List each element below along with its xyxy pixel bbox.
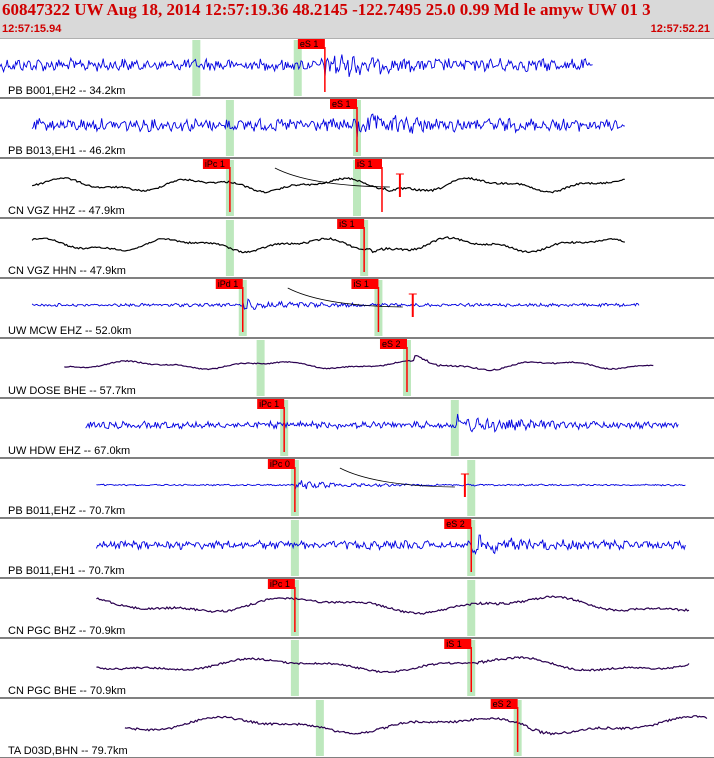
event-title: 60847322 UW Aug 18, 2014 12:57:19.36 48.…	[2, 0, 651, 19]
start-time: 12:57:15.94	[2, 23, 62, 35]
pick-flag[interactable]	[267, 579, 295, 589]
phase-window	[467, 580, 476, 636]
trace-row[interactable]: iPc 1 UW HDW EHZ -- 67.0km	[0, 399, 714, 459]
phase-window	[293, 40, 302, 96]
waveform	[96, 656, 690, 674]
phase-window	[290, 640, 299, 696]
pick-label: eS 2	[446, 519, 465, 529]
pick-label: iS 1	[357, 159, 373, 169]
pick-flag[interactable]	[337, 219, 365, 229]
station-label: TA D03D,BHN -- 79.7km	[8, 745, 128, 757]
trace-row[interactable]: eS 2 PB B011,EH1 -- 70.7km	[0, 519, 714, 579]
seismogram-panel[interactable]: eS 1 PB B001,EH2 -- 34.2km eS 1 PB B013,EH1…	[0, 38, 714, 758]
pick-flag[interactable]	[351, 279, 379, 289]
station-label: UW MCW EHZ -- 52.0km	[8, 325, 131, 337]
phase-window	[450, 400, 459, 456]
pick-label: iPc 1	[259, 399, 279, 409]
trace-row[interactable]: iPc 1 CN PGC BHZ -- 70.9km	[0, 579, 714, 639]
waveform	[0, 54, 593, 77]
pick-label: iPc 0	[270, 459, 290, 469]
pick-flag[interactable]	[202, 159, 230, 169]
pick-flag[interactable]	[330, 99, 357, 109]
station-label: PB B011,EH1 -- 70.7km	[8, 565, 125, 577]
waveform	[124, 715, 708, 736]
station-label: PB B001,EH2 -- 34.2km	[8, 85, 125, 97]
phase-window	[353, 160, 361, 216]
pick-flag[interactable]	[444, 519, 472, 529]
waveform	[85, 413, 679, 433]
pick-flag[interactable]	[215, 279, 243, 289]
trace-row[interactable]: iPc 1 iS 1 CN VGZ HHZ -- 47.9km	[0, 159, 714, 219]
pick-label: iS 1	[446, 639, 462, 649]
pick-flag[interactable]	[490, 699, 518, 709]
pick-flag[interactable]	[297, 39, 325, 49]
pick-flag[interactable]	[379, 339, 407, 349]
pick-label: iS 1	[353, 279, 369, 289]
station-label: CN PGC BHZ -- 70.9km	[8, 625, 125, 637]
waveform	[96, 595, 690, 615]
station-label: CN VGZ HHZ -- 47.9km	[8, 205, 125, 217]
coda-curve	[339, 467, 455, 488]
pick-label: eS 1	[300, 39, 319, 49]
station-label: UW HDW EHZ -- 67.0km	[8, 445, 130, 457]
pick-label: eS 2	[493, 699, 512, 709]
pick-flag[interactable]	[444, 639, 472, 649]
trace-row[interactable]: iPd 1 iS 1 UW MCW EHZ -- 52.0km	[0, 279, 714, 339]
coda-curve	[287, 287, 403, 308]
pick-flag[interactable]	[267, 459, 295, 469]
phase-window	[192, 40, 201, 96]
waveform	[31, 113, 625, 138]
pick-label: iPc 1	[270, 579, 290, 589]
pick-label: iPc 1	[205, 159, 225, 169]
waveform	[64, 354, 654, 372]
pick-label: eS 1	[332, 99, 351, 109]
trace-row[interactable]: eS 2 TA D03D,BHN -- 79.7km	[0, 699, 714, 758]
station-label: PB B011,EHZ -- 70.7km	[8, 505, 125, 517]
phase-window	[290, 520, 299, 576]
pick-flag[interactable]	[354, 159, 382, 169]
trace-row[interactable]: iPc 0 PB B011,EHZ -- 70.7km	[0, 459, 714, 519]
event-header: 60847322 UW Aug 18, 2014 12:57:19.36 48.…	[0, 0, 714, 39]
trace-row[interactable]: eS 2 UW DOSE BHE -- 57.7km	[0, 339, 714, 399]
trace-row[interactable]: iS 1 CN VGZ HHN -- 47.9km	[0, 219, 714, 279]
trace-row[interactable]: iS 1 CN PGC BHE -- 70.9km	[0, 639, 714, 699]
coda-curve	[274, 167, 390, 188]
phase-window	[256, 340, 265, 396]
station-label: UW DOSE BHE -- 57.7km	[8, 385, 136, 397]
pick-label: iPd 1	[218, 279, 239, 289]
waveform	[95, 534, 686, 555]
station-label: PB B013,EH1 -- 46.2km	[8, 145, 125, 157]
phase-window	[467, 460, 476, 516]
trace-row[interactable]: eS 1 PB B001,EH2 -- 34.2km	[0, 39, 714, 99]
pick-label: eS 2	[382, 339, 401, 349]
station-label: CN VGZ HHN -- 47.9km	[8, 265, 126, 277]
trace-row[interactable]: eS 1 PB B013,EH1 -- 46.2km	[0, 99, 714, 159]
waveform	[31, 298, 640, 311]
station-label: CN PGC BHE -- 70.9km	[8, 685, 126, 697]
waveform	[31, 176, 625, 194]
waveform	[96, 480, 686, 490]
waveform	[31, 236, 625, 254]
end-time: 12:57:52.21	[650, 23, 710, 35]
pick-label: iS 1	[339, 219, 355, 229]
pick-flag[interactable]	[257, 399, 285, 409]
